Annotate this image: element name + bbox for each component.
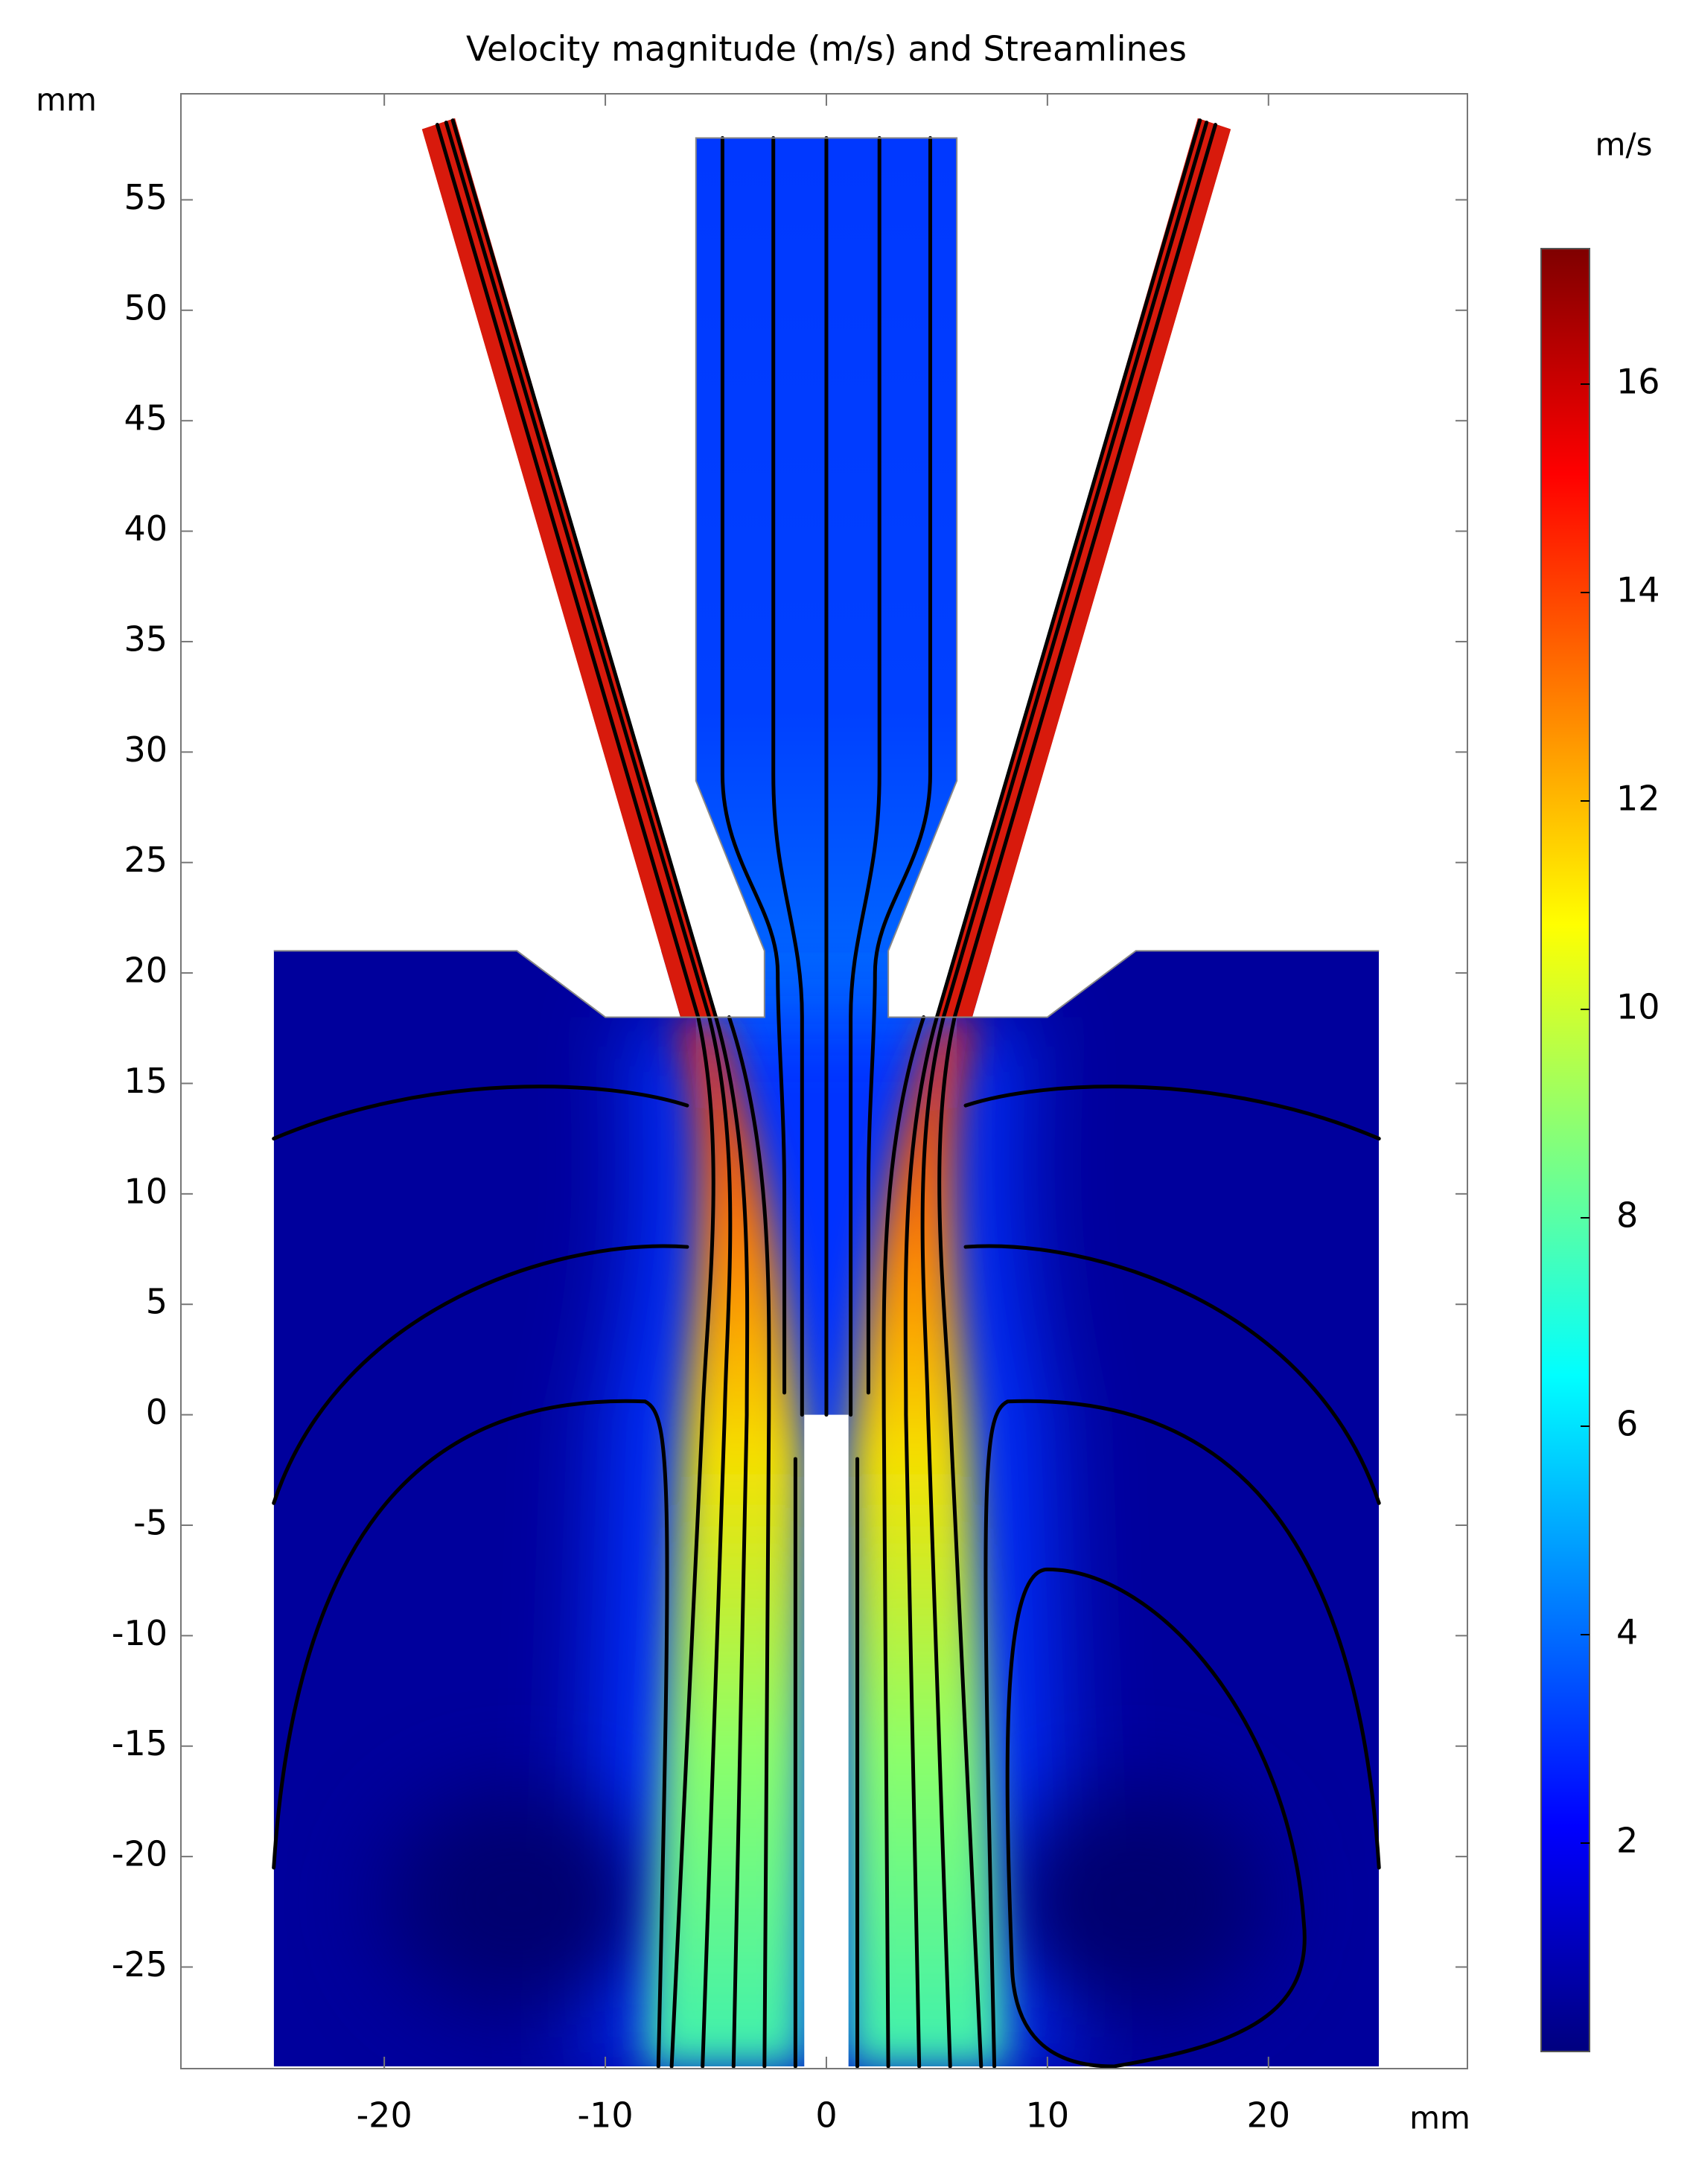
y-tick-label: 15	[124, 1061, 168, 1101]
y-tick-label: 10	[124, 1171, 168, 1211]
plot-frame	[180, 93, 1468, 2069]
y-tick-label: -15	[112, 1723, 168, 1763]
y-tick-label: 30	[124, 729, 168, 770]
y-tick-label: 35	[124, 619, 168, 659]
colorbar-tick-label: 12	[1616, 779, 1660, 819]
colorbar-tick-label: 8	[1616, 1195, 1638, 1236]
colorbar-tick-label: 10	[1616, 987, 1660, 1027]
nozzle-left	[421, 118, 716, 1018]
y-tick-label: 25	[124, 840, 168, 880]
colorbar-tick-label: 14	[1616, 570, 1660, 610]
colorbar-label: m/s	[1595, 127, 1653, 163]
colorbar-tick-label: 6	[1616, 1404, 1638, 1444]
colorbar-tick-label: 4	[1616, 1612, 1638, 1653]
x-tick-label: -20	[357, 2095, 412, 2136]
x-tick-label: 0	[815, 2095, 837, 2136]
vortex-core	[1003, 1790, 1269, 2011]
y-tick-label: 0	[146, 1392, 168, 1432]
y-tick-label: -25	[112, 1944, 168, 1985]
vortex-core	[384, 1790, 650, 2011]
velocity-field	[274, 118, 1380, 2069]
y-tick-label: -10	[112, 1613, 168, 1653]
colorbar-tick-label: 16	[1616, 362, 1660, 402]
y-tick-label: 40	[124, 508, 168, 549]
y-tick-label: 5	[146, 1282, 168, 1322]
colorbar-tick-label: 2	[1616, 1821, 1638, 1861]
nozzle-right	[937, 118, 1231, 1018]
x-axis-label: mm	[1409, 2100, 1470, 2136]
y-tick-label: 45	[124, 398, 168, 438]
y-tick-label: 50	[124, 287, 168, 328]
y-tick-label: -5	[133, 1502, 168, 1542]
chart-title: Velocity magnitude (m/s) and Streamlines	[466, 29, 1187, 69]
y-tick-label: -20	[112, 1834, 168, 1874]
y-axis-label: mm	[36, 82, 97, 118]
streamlines	[274, 121, 1380, 2066]
colorbar	[1540, 248, 1590, 2052]
x-tick-label: 20	[1247, 2095, 1291, 2136]
x-tick-label: -10	[577, 2095, 633, 2136]
splitter	[804, 1414, 849, 2069]
y-tick-label: 20	[124, 951, 168, 991]
y-tick-label: 55	[124, 177, 168, 217]
x-tick-label: 10	[1026, 2095, 1070, 2136]
